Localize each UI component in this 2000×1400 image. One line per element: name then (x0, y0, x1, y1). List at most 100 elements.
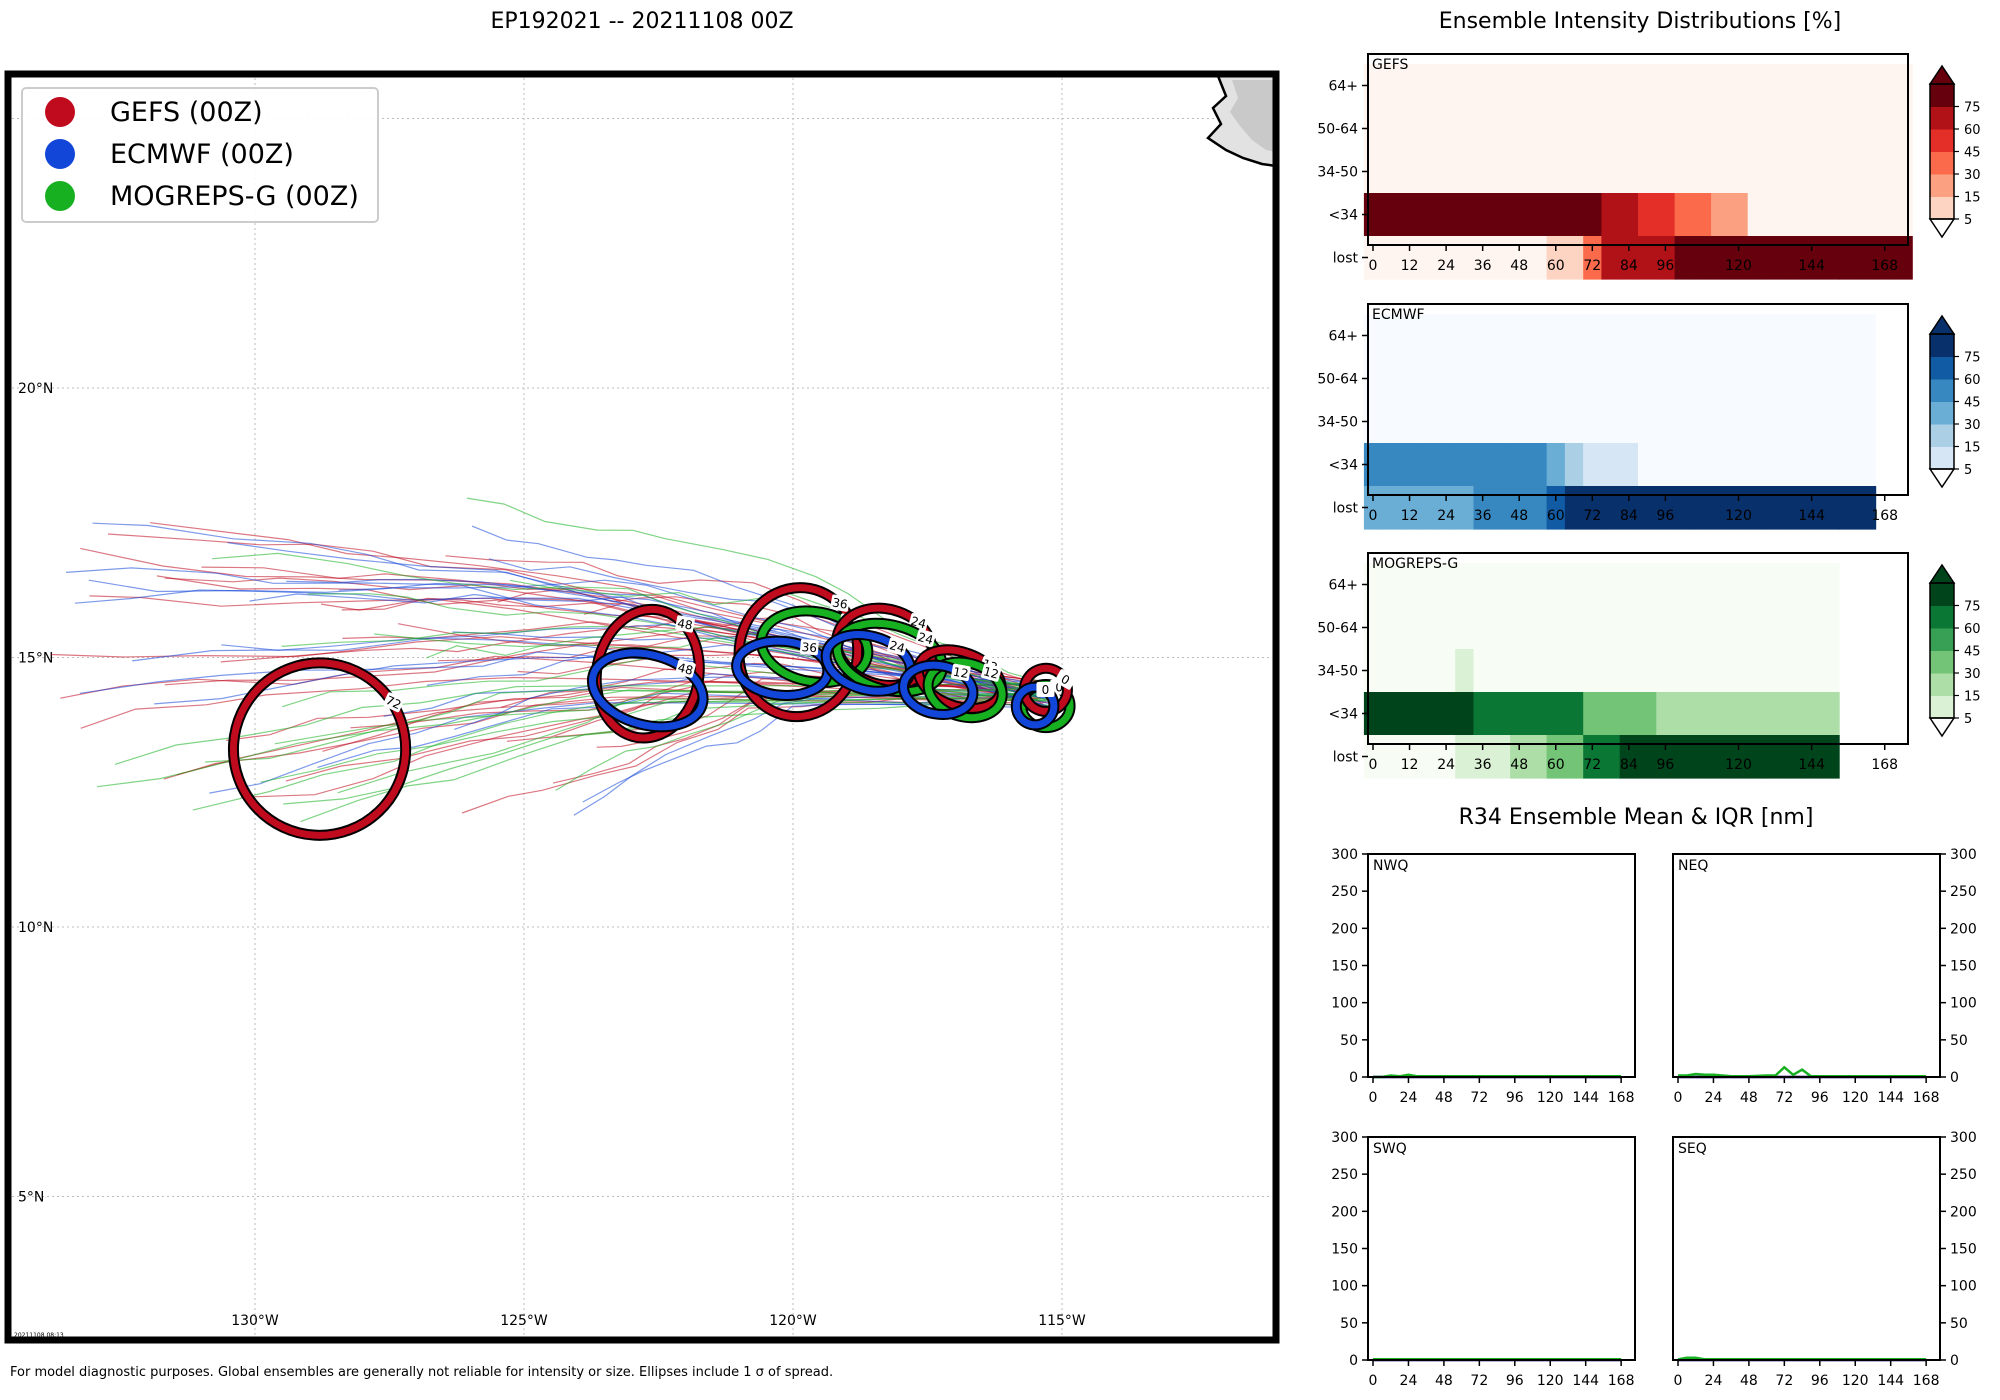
heatmap-cell (1382, 692, 1401, 736)
heatmap-x-label: 60 (1547, 258, 1565, 274)
heatmap-cell (1528, 107, 1548, 151)
intensity-heatmap-mogreps: MOGREPS-G 64+ 50-64 34-50 <34 lost 0 12 24 36 48 60… (1317, 552, 1981, 779)
ellipse-ecmwf-12: 12 (898, 659, 979, 720)
heatmap-cell (1546, 606, 1566, 650)
figure-title: EP192021 -- 20211108 00Z (490, 9, 793, 34)
ellipse-hour-label: 24 (888, 638, 906, 655)
heatmap-cell (1528, 400, 1548, 444)
heatmap-cell (1674, 735, 1694, 779)
heatmap-cell (1601, 193, 1621, 237)
heatmap-cell (1784, 649, 1804, 693)
heatmap-cell (1674, 193, 1694, 237)
heatmap-cell (1510, 357, 1529, 401)
heatmap-cell (1473, 314, 1493, 358)
heatmap-cell (1473, 193, 1493, 237)
heatmap-cell (1802, 150, 1822, 194)
heatmap-cell (1619, 649, 1639, 693)
r34-y-label: 250 (1950, 884, 1977, 900)
heatmap-cell (1546, 400, 1566, 444)
map-stamp: 20211108 08:13 (14, 1332, 64, 1339)
ellipse-hour-label: 0 (1042, 683, 1050, 697)
heatmap-cell (1437, 443, 1456, 487)
r34-y-label: 250 (1950, 1167, 1977, 1183)
r34-panel-background (1673, 1137, 1940, 1360)
heatmap-cell (1528, 563, 1548, 607)
heatmap-cell (1546, 193, 1566, 237)
heatmap-cell (1747, 563, 1767, 607)
intensity-title: Ensemble Intensity Distributions [%] (1439, 9, 1842, 34)
r34-x-label: 96 (1506, 1090, 1524, 1106)
heatmap-cell (1473, 357, 1493, 401)
heatmap-cell (1747, 606, 1767, 650)
heatmap-cell (1400, 563, 1420, 607)
heatmap-cell (1437, 314, 1456, 358)
heatmap-cell (1765, 107, 1785, 151)
heatmap-cell (1601, 314, 1621, 358)
ellipse-hour-box (675, 659, 696, 678)
heatmap-cell (1437, 400, 1456, 444)
heatmap-model-label: GEFS (1372, 57, 1409, 73)
heatmap-cell (1802, 443, 1822, 487)
heatmap-cell (1729, 443, 1749, 487)
heatmap-cell (1473, 486, 1493, 530)
heatmap-cell (1510, 486, 1529, 530)
heatmap-cell (1491, 692, 1511, 736)
r34-x-label: 120 (1537, 1373, 1564, 1389)
heatmap-cell (1619, 150, 1639, 194)
heatmap-cell (1583, 735, 1603, 779)
heatmap-cell (1418, 563, 1438, 607)
heatmap-cell (1363, 486, 1383, 530)
heatmap-cell (1583, 692, 1603, 736)
ensemble-ellipses: 723648483624243612241212000 (227, 582, 1077, 841)
heatmap-cell (1400, 357, 1420, 401)
heatmap-cell (1857, 443, 1877, 487)
heatmap-cell (1729, 64, 1749, 108)
heatmap-cell (1820, 443, 1840, 487)
heatmap-cell (1528, 236, 1548, 280)
heatmap-cell (1583, 357, 1603, 401)
heatmap-cell (1528, 735, 1548, 779)
heatmap-cell (1802, 236, 1822, 280)
heatmap-cell (1875, 150, 1895, 194)
heatmap-x-label: 72 (1583, 508, 1601, 524)
heatmap-frame (1367, 53, 1909, 246)
heatmap-cell (1820, 486, 1840, 530)
heatmap-cell (1564, 606, 1584, 650)
r34-x-label: 48 (1435, 1373, 1453, 1389)
heatmap-cell (1729, 606, 1749, 650)
heatmap-cell (1491, 443, 1511, 487)
map-lat-tick: 5°N (18, 1190, 44, 1206)
r34-y-label: 0 (1950, 1070, 1959, 1086)
colorbar-segment (1930, 356, 1954, 380)
heatmap-cell (1418, 64, 1438, 108)
heatmap-cell (1692, 649, 1712, 693)
heatmap-x-label: 144 (1798, 757, 1825, 773)
heatmap-row-label: lost (1333, 750, 1359, 766)
r34-title: R34 Ensemble Mean & IQR [nm] (1459, 805, 1814, 830)
heatmap-cell (1382, 357, 1401, 401)
colorbar-segment (1930, 605, 1954, 629)
heatmap-x-label: 36 (1474, 258, 1492, 274)
heatmap-x-label: 144 (1798, 508, 1825, 524)
heatmap-cell (1765, 64, 1785, 108)
colorbar-extend-min (1928, 717, 1956, 738)
ellipse-hour-label: 36 (801, 640, 817, 655)
colorbar-tick-label: 60 (1964, 123, 1981, 138)
heatmap-cell (1765, 357, 1785, 401)
heatmap-cell (1510, 692, 1529, 736)
heatmap-cell (1491, 236, 1511, 280)
map-lon-tick: 125°W (500, 1313, 548, 1329)
heatmap-cell (1875, 193, 1895, 237)
heatmap-cell (1765, 486, 1785, 530)
heatmap-cell (1455, 150, 1475, 194)
r34-x-label: 72 (1775, 1090, 1793, 1106)
heatmap-cell (1437, 150, 1456, 194)
heatmap-cell (1437, 606, 1456, 650)
colorbar-tick-label: 75 (1964, 600, 1981, 615)
r34-y-label: 0 (1349, 1070, 1358, 1086)
heatmap-cell (1875, 107, 1895, 151)
heatmap-cell (1491, 314, 1511, 358)
heatmap-cell (1619, 236, 1639, 280)
heatmap-cell (1455, 357, 1475, 401)
r34-x-label: 24 (1400, 1373, 1418, 1389)
